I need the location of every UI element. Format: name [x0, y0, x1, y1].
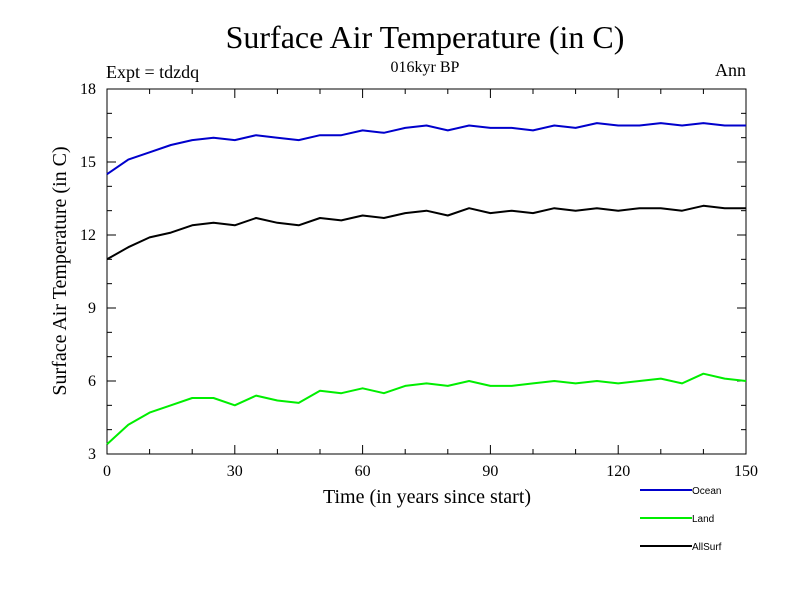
series-lines [106, 122, 747, 446]
axis-ticks [106, 88, 747, 455]
y-tick-label: 3 [88, 446, 96, 463]
series-line-ocean [106, 122, 746, 176]
x-tick-label: 0 [103, 463, 111, 480]
x-tick-label: 90 [482, 463, 498, 480]
y-tick-label: 9 [88, 300, 96, 317]
legend-label-ocean: Ocean [692, 486, 721, 497]
x-axis-label: Time (in years since start) [323, 486, 531, 508]
y-tick-label: 6 [88, 373, 96, 390]
legend: Ocean Land AllSurf [640, 486, 722, 553]
x-tick-label: 120 [606, 463, 630, 480]
y-tick-labels: 3 6 9 12 15 18 [80, 81, 96, 463]
plot-frame [106, 88, 747, 455]
legend-label-allsurf: AllSurf [692, 542, 722, 553]
x-tick-label: 60 [355, 463, 371, 480]
y-tick-label: 12 [80, 227, 96, 244]
y-axis-label: Surface Air Temperature (in C) [49, 146, 71, 395]
x-tick-labels: 0 30 60 90 120 150 [103, 463, 758, 480]
chart-title: Surface Air Temperature (in C) [226, 19, 625, 55]
y-tick-label: 15 [80, 154, 96, 171]
series-line-allsurf [106, 204, 746, 261]
period-label: Ann [715, 60, 746, 80]
legend-label-land: Land [692, 514, 714, 525]
series-line-land [106, 372, 747, 446]
chart-subtitle: 016kyr BP [391, 59, 460, 76]
x-tick-label: 150 [734, 463, 758, 480]
y-tick-label: 18 [80, 81, 96, 98]
experiment-label: Expt = tdzdq [106, 62, 199, 82]
x-tick-label: 30 [227, 463, 243, 480]
